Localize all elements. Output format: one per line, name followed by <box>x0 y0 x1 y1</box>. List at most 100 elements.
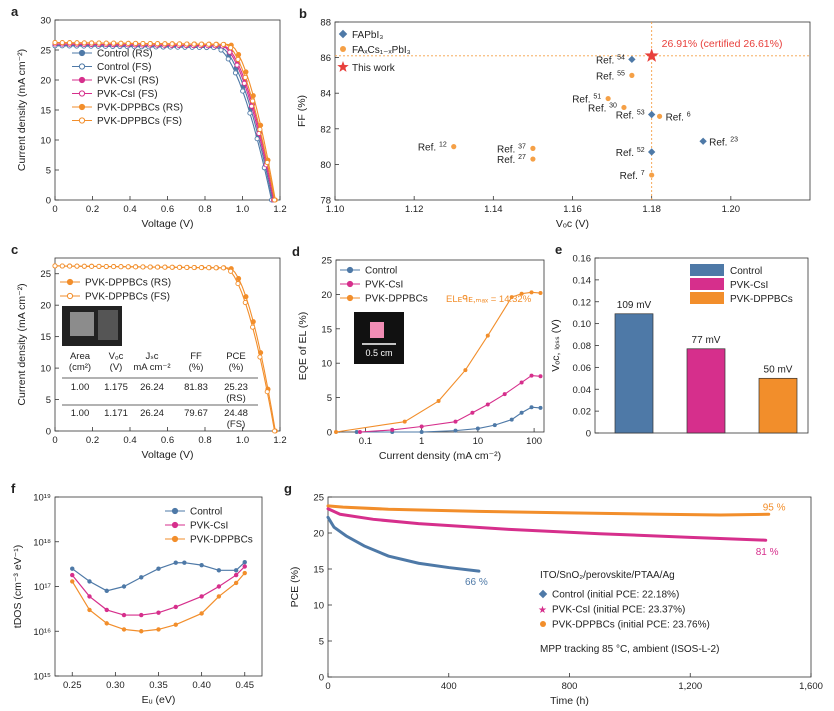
data-point <box>250 98 256 104</box>
data-point <box>89 40 95 46</box>
y-tick-label: 10¹⁵ <box>33 672 51 683</box>
legend-label: FAₓCs₁₋ₓPbI₃ <box>352 45 411 56</box>
data-point <box>272 428 278 434</box>
ref-label: Ref. 52 <box>616 147 645 159</box>
data-point <box>182 560 187 565</box>
data-point <box>70 579 75 584</box>
legend-label: Control <box>365 266 397 277</box>
data-point <box>649 172 655 178</box>
note-text: MPP tracking 85 °C, ambient (ISOS-L-2) <box>540 644 719 655</box>
x-tick-label: 0.4 <box>123 435 136 446</box>
table-header: Vₒᴄ <box>109 351 124 362</box>
legend-marker <box>346 294 354 302</box>
data-point <box>156 566 161 571</box>
data-point <box>156 610 161 615</box>
y-tick-label: 10¹⁶ <box>33 627 51 638</box>
data-point <box>59 263 65 269</box>
data-point <box>184 264 190 271</box>
data-point <box>241 80 247 86</box>
y-tick-label: 15 <box>321 324 332 335</box>
y-tick-label: 84 <box>320 89 331 100</box>
y-axis-label: EQE of EL (%) <box>297 312 309 380</box>
x-tick-label: 0.45 <box>236 680 255 691</box>
data-point <box>118 264 124 270</box>
y-tick-label: 0 <box>327 428 332 439</box>
y-tick-label: 5 <box>46 166 51 177</box>
data-point <box>104 588 109 594</box>
x-axis-label: Vₒᴄ (V) <box>556 218 589 230</box>
data-point <box>173 560 178 565</box>
data-point <box>81 40 87 46</box>
ref-label: Ref. 6 <box>666 111 691 123</box>
legend-marker <box>540 621 546 627</box>
data-point <box>104 621 109 626</box>
x-tick-label: 1.12 <box>405 204 424 215</box>
data-point <box>52 263 58 269</box>
y-tick-label: 88 <box>320 18 331 29</box>
panel-a: 0 0.2 0.4 0.6 0.8 1.0 1.2 0 5 10 15 20 25 30 Voltage (… <box>11 4 287 230</box>
table-header: Jₛᴄ <box>145 351 158 362</box>
data-point <box>243 294 249 300</box>
data-point <box>647 148 656 156</box>
legend-swatch <box>690 278 724 290</box>
data-point <box>199 594 204 599</box>
y-tick-label: 0.04 <box>573 385 592 396</box>
y-tick-label: 0.06 <box>573 363 592 374</box>
table-header: PCE <box>226 351 246 362</box>
x-tick-label: 0 <box>325 681 330 692</box>
table-header: (%) <box>229 362 244 373</box>
data-point <box>509 295 514 300</box>
x-tick-label: 0.2 <box>86 435 99 446</box>
legend-label: PVK-DPPBCs <box>365 294 428 305</box>
legend-marker <box>78 76 86 84</box>
data-point <box>232 70 239 76</box>
x-tick-label: 0.25 <box>63 680 82 691</box>
table-cell: (FS) <box>227 419 245 430</box>
x-tick-label: 1.18 <box>642 204 661 215</box>
y-tick-label: 20 <box>40 301 51 312</box>
panel-e: 0 0.02 0.04 0.06 0.08 0.10 0.12 0.14 0.16 Vₒᴄ, ₗₒ… <box>550 242 809 440</box>
legend-marker: ★ <box>538 605 547 616</box>
y-tick-label: 80 <box>320 160 331 171</box>
legend-label: Control (FS) <box>97 62 151 73</box>
legend-label: PVK-CsI (initial PCE: 23.37%) <box>552 605 685 616</box>
legend-marker <box>337 61 349 72</box>
panel-d: 0.1 1 10 100 0 5 10 15 20 25 Current density (mA c… <box>292 244 545 462</box>
x-axis-label: Time (h) <box>550 695 589 707</box>
ref-label: Ref. 27 <box>497 154 526 166</box>
y-tick-label: 20 <box>40 76 51 87</box>
legend-title: ITO/SnO₂/perovskite/PTAA/Ag <box>540 570 675 581</box>
data-point <box>453 428 458 433</box>
table-header: (%) <box>189 362 204 373</box>
x-tick-label: 0.35 <box>149 680 168 691</box>
table-cell: 1.171 <box>104 408 128 419</box>
data-point <box>104 607 109 613</box>
data-point <box>70 566 75 571</box>
y-tick-label: 25 <box>40 46 51 57</box>
bar <box>758 377 798 434</box>
table-cell: 24.48 <box>224 408 248 419</box>
data-point <box>121 612 127 618</box>
legend-marker <box>346 266 354 274</box>
y-tick-label: 5 <box>319 637 324 648</box>
panel-label: e <box>555 242 562 257</box>
table-cell: 26.24 <box>140 382 164 393</box>
data-point <box>125 264 131 270</box>
data-point <box>647 110 656 119</box>
data-point <box>121 584 127 589</box>
data-point <box>87 607 92 613</box>
retention-label: 81 % <box>756 547 779 558</box>
data-point <box>519 380 524 385</box>
data-point <box>199 611 204 616</box>
panel-g: 0 400 800 1,200 1,600 0 5 10 15 20 25 Time (h) PCE (… <box>284 481 823 707</box>
data-point <box>538 374 543 379</box>
data-point <box>213 265 219 271</box>
data-point <box>139 612 144 618</box>
legend-marker <box>78 63 86 70</box>
x-axis-label: Voltage (V) <box>142 218 194 230</box>
data-point <box>147 264 153 270</box>
data-point <box>220 41 226 47</box>
data-point <box>264 389 270 395</box>
x-tick-label: 1,600 <box>799 681 823 692</box>
